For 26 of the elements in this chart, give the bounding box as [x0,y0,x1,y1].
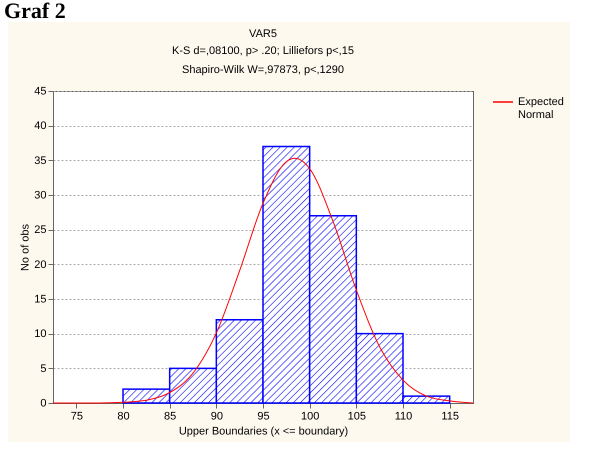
text: K-S d=,08100, p> .20; Lilliefors p<,15 [172,45,354,57]
x-tick-label: 75 [70,410,83,422]
legend-label: Expected Normal [518,96,564,121]
y-tick-label: 20 [34,258,46,271]
y-tick-label: 30 [34,190,46,202]
text: Graf 2 [3,0,67,23]
y-tick-label: 5 [40,362,46,375]
x-tick-label: 105 [348,410,366,422]
y-tick-label: 25 [34,224,46,236]
y-tick-label: 40 [34,120,46,132]
chart-title: VAR5 [249,28,277,40]
text: Shapiro-Wilk W=,97873, p<,1290 [182,64,344,76]
x-axis-title: Upper Boundaries (x <= boundary) [178,426,348,438]
x-tick-label: 110 [394,410,412,422]
y-tick-label: 10 [34,328,46,340]
x-tick-label: 85 [164,410,176,422]
y-tick-label: 0 [40,398,46,410]
y-tick-label: 35 [34,154,46,167]
x-tick-label: 80 [117,410,130,422]
y-tick-label: 15 [34,294,46,306]
x-tick-label: 95 [257,410,270,422]
y-tick-label: 45 [34,86,46,98]
x-tick-label: 100 [300,410,320,422]
x-tick-label: 90 [210,410,223,422]
x-tick-label: 115 [441,410,459,422]
y-axis-title: No of obs [19,223,32,272]
